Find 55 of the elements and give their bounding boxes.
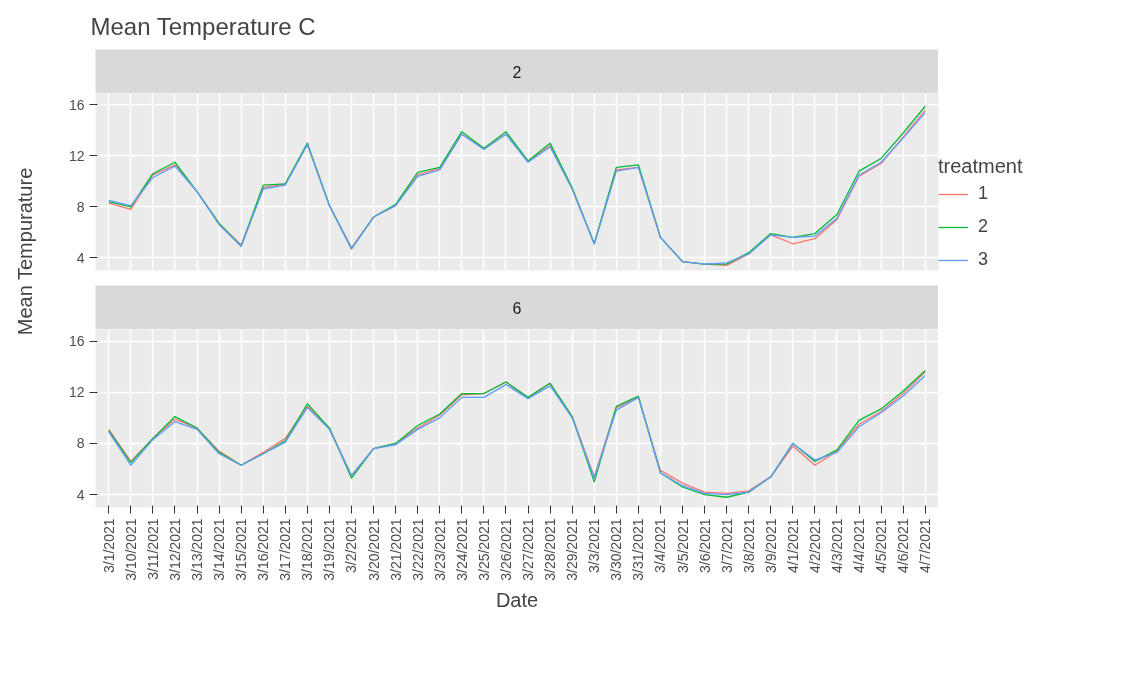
x-tick-label: 3/19/2021 (321, 518, 338, 581)
x-tick-label: 3/23/2021 (431, 518, 448, 581)
x-tick-label: 3/1/2021 (100, 518, 117, 573)
y-tick-label: 16 (68, 333, 85, 350)
x-tick-label: 3/24/2021 (453, 518, 470, 581)
x-tick-label: 4/7/2021 (917, 518, 934, 573)
x-tick-label: 3/3/2021 (586, 518, 603, 573)
x-tick-label: 3/12/2021 (166, 518, 183, 581)
x-tick-label: 3/11/2021 (144, 518, 161, 580)
y-axis-title: Mean Tempurature (14, 167, 37, 336)
x-tick-label: 3/29/2021 (564, 518, 581, 581)
x-tick-label: 3/25/2021 (475, 518, 492, 581)
x-tick-label: 3/17/2021 (277, 518, 294, 581)
legend-label: 3 (978, 249, 989, 270)
x-tick-label: 3/20/2021 (365, 518, 382, 581)
x-tick-label: 3/27/2021 (520, 518, 537, 581)
x-tick-label: 4/6/2021 (895, 518, 912, 573)
chart-subtitle: 2 (512, 63, 522, 81)
x-tick-label: 3/31/2021 (630, 518, 647, 581)
x-tick-label: 4/2/2021 (806, 518, 823, 573)
x-axis-title: Date (495, 588, 539, 611)
x-tick-label: 3/9/2021 (762, 518, 779, 573)
x-tick-label: 3/30/2021 (608, 518, 625, 581)
legend-label: 1 (978, 183, 989, 204)
x-tick-label: 3/22/2021 (409, 518, 426, 581)
chart-title: Mean Temperature C (90, 12, 316, 40)
x-tick-label: 3/5/2021 (674, 518, 691, 573)
y-tick-label: 12 (68, 147, 85, 164)
x-tick-label: 3/15/2021 (233, 518, 250, 581)
x-tick-label: 3/10/2021 (122, 518, 139, 581)
legend-label: 2 (978, 216, 989, 237)
x-tick-label: 3/7/2021 (718, 518, 735, 573)
x-tick-label: 3/18/2021 (299, 518, 316, 581)
x-tick-label: 3/26/2021 (497, 518, 514, 581)
x-tick-label: 3/6/2021 (696, 518, 713, 573)
x-tick-label: 3/13/2021 (189, 518, 206, 581)
x-tick-label: 4/1/2021 (784, 518, 801, 573)
y-tick-label: 8 (76, 435, 85, 452)
x-tick-label: 3/2/2021 (343, 518, 360, 573)
legend-title: treatment (938, 155, 1023, 178)
x-tick-label: 4/3/2021 (828, 518, 845, 573)
x-tick-label: 3/14/2021 (211, 518, 228, 581)
x-tick-label: 4/4/2021 (851, 518, 868, 573)
y-tick-label: 4 (76, 249, 85, 266)
x-tick-label: 3/16/2021 (255, 518, 272, 581)
x-tick-label: 3/8/2021 (740, 518, 757, 573)
x-tick-label: 3/4/2021 (652, 518, 669, 573)
y-tick-label: 16 (68, 96, 85, 113)
y-tick-label: 12 (68, 384, 85, 401)
x-tick-label: 3/28/2021 (542, 518, 559, 581)
x-tick-label: 4/5/2021 (873, 518, 890, 573)
x-tick-label: 3/21/2021 (387, 518, 404, 581)
y-tick-label: 4 (76, 486, 85, 503)
y-tick-label: 8 (76, 198, 85, 215)
chart-subtitle: 6 (512, 299, 522, 317)
